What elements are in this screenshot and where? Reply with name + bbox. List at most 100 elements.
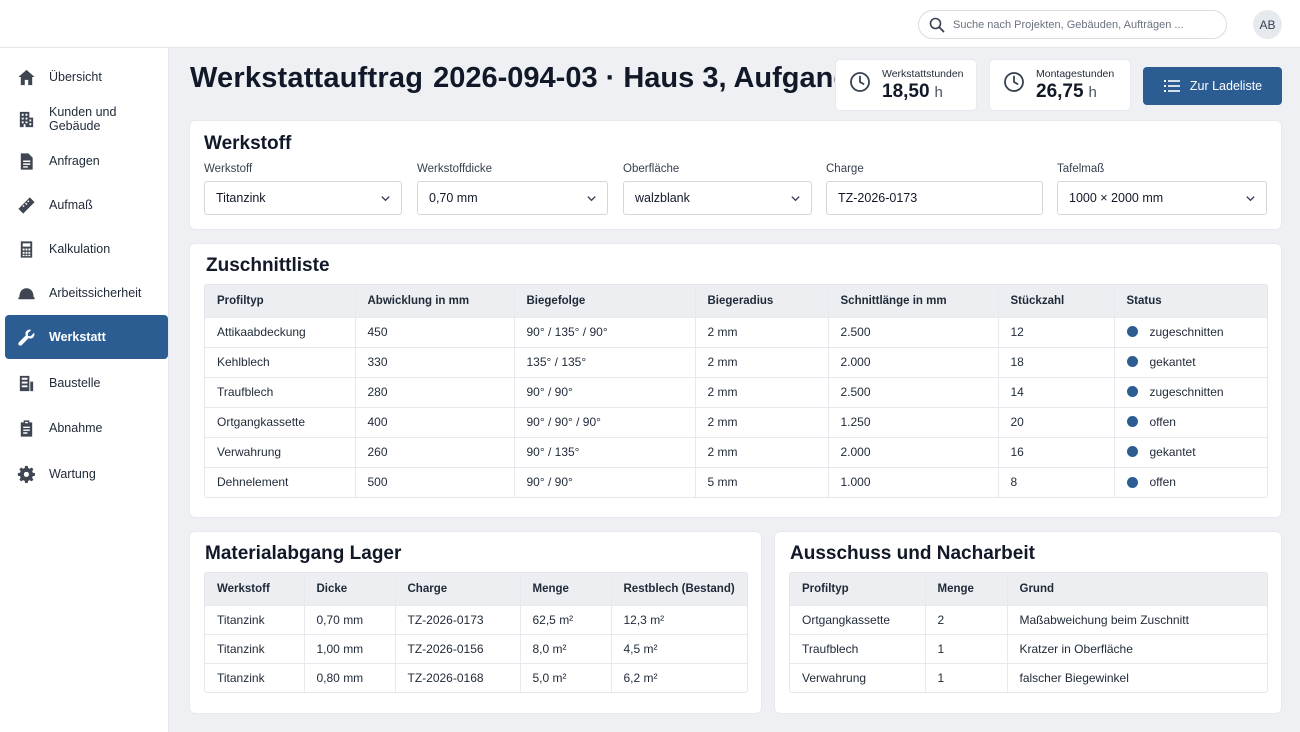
material-title: Werkstoff <box>204 133 292 154</box>
column-header[interactable]: Grund <box>1006 573 1267 605</box>
tafelmass-label: Tafelmaß <box>1057 163 1105 175</box>
table-cell: 8 <box>997 466 1114 497</box>
table-cell: Verwahrung <box>790 662 925 692</box>
list-icon <box>1163 80 1180 92</box>
charge-field[interactable] <box>826 181 1043 215</box>
workshop-hours-value: 18,50 h <box>882 81 943 103</box>
table-row[interactable]: Dehnelement 500 90° / 90° 5 mm 1.000 8 offen <box>205 466 1267 497</box>
table-cell: 20 <box>997 406 1114 437</box>
status-label: gekantet <box>1149 445 1196 459</box>
werkstoff-value: Titanzink <box>216 191 266 205</box>
sidebar-item-kunden[interactable]: Kunden und Gebäude <box>5 97 168 141</box>
column-header[interactable]: Abwicklung in mm <box>354 285 514 317</box>
table-row[interactable]: Traufblech 1 Kratzer in Oberfläche <box>790 633 1267 663</box>
table-row[interactable]: Verwahrung 260 90° / 135° 2 mm 2.000 16 gekant… <box>205 436 1267 467</box>
table-row[interactable]: Ortgangkassette 2 Maßabweichung beim Zusch… <box>790 604 1267 634</box>
table-row[interactable]: Kehlblech 330 135° / 135° 2 mm 2.000 18 gekant… <box>205 346 1267 377</box>
column-header[interactable]: Restblech (Bestand) <box>610 573 747 605</box>
sidebar-item-arbeitssicherheit[interactable]: Arbeitssicherheit <box>5 271 168 315</box>
table-cell: Kratzer in Oberfläche <box>1006 633 1267 663</box>
table-cell: Dehnelement <box>205 466 355 497</box>
column-header[interactable]: Stückzahl <box>997 285 1114 317</box>
oberflaeche-select[interactable]: walzblank <box>623 181 812 215</box>
scrap-table-wrap: Profiltyp Menge Grund Ortgangkassette 2 Ma… <box>789 572 1268 693</box>
load-list-button[interactable]: Zur Ladeliste <box>1143 67 1282 105</box>
cutlist-panel: Zuschnittliste Profiltyp Abwicklung in m… <box>190 244 1281 517</box>
table-cell: 18 <box>997 346 1114 377</box>
table-cell: 62,5 m² <box>519 604 611 634</box>
sidebar-item-abnahme[interactable]: Abnahme <box>5 406 168 450</box>
table-header-row: Profiltyp Abwicklung in mm Biegefolge Bi… <box>205 285 1267 317</box>
dicke-value: 0,70 mm <box>429 191 478 205</box>
column-header[interactable]: Charge <box>394 573 520 605</box>
sidebar-item-label: Werkstatt <box>49 330 106 344</box>
werkstoff-select[interactable]: Titanzink <box>204 181 402 215</box>
table-cell: 500 <box>354 466 514 497</box>
table-row[interactable]: Traufblech 280 90° / 90° 2 mm 2.500 14 zugesch… <box>205 376 1267 407</box>
table-cell: 1,00 mm <box>303 633 395 663</box>
sidebar-item-baustelle[interactable]: Baustelle <box>5 361 168 405</box>
column-header[interactable]: Profiltyp <box>205 285 355 317</box>
table-cell: 6,2 m² <box>610 662 747 692</box>
column-header[interactable]: Menge <box>924 573 1007 605</box>
gear-icon <box>17 465 35 483</box>
table-cell: Titanzink <box>205 662 304 692</box>
table-cell: 2.000 <box>827 436 998 467</box>
table-cell: TZ-2026-0168 <box>394 662 520 692</box>
search-box[interactable] <box>918 10 1227 39</box>
table-cell: 450 <box>354 316 514 347</box>
search-icon <box>929 17 945 32</box>
table-cell: 14 <box>997 376 1114 407</box>
sidebar-item-kalkulation[interactable]: Kalkulation <box>5 227 168 271</box>
dicke-select[interactable]: 0,70 mm <box>417 181 608 215</box>
table-cell: 12,3 m² <box>610 604 747 634</box>
clock-icon <box>850 72 870 92</box>
dicke-label: Werkstoffdicke <box>417 163 492 175</box>
avatar[interactable]: AB <box>1253 10 1282 39</box>
table-row[interactable]: Ortgangkassette 400 90° / 90° / 90° 2 mm 1.2… <box>205 406 1267 437</box>
sidebar-item-label: Baustelle <box>49 376 101 390</box>
column-header[interactable]: Werkstoff <box>205 573 304 605</box>
search-input[interactable] <box>953 18 1213 31</box>
table-row[interactable]: Titanzink 0,70 mm TZ-2026-0173 62,5 m² 12,3 … <box>205 604 747 634</box>
sidebar-item-anfragen[interactable]: Anfragen <box>5 139 168 183</box>
table-cell: 12 <box>997 316 1114 347</box>
sidebar-item-label: Aufmaß <box>49 198 93 212</box>
column-header[interactable]: Status <box>1113 285 1267 317</box>
charge-input[interactable] <box>838 191 1042 205</box>
cutlist-table-wrap: Profiltyp Abwicklung in mm Biegefolge Bi… <box>204 284 1268 498</box>
sidebar-item-werkstatt[interactable]: Werkstatt <box>5 315 168 359</box>
ruler-icon <box>18 196 35 214</box>
table-row[interactable]: Titanzink 0,80 mm TZ-2026-0168 5,0 m² 6,2 m² <box>205 662 747 692</box>
column-header[interactable]: Biegeradius <box>694 285 828 317</box>
table-cell: 135° / 135° <box>513 346 695 377</box>
table-cell: 260 <box>354 436 514 467</box>
oberflaeche-label: Oberfläche <box>623 163 680 175</box>
table-cell: Traufblech <box>790 633 925 663</box>
table-cell: 2.500 <box>827 376 998 407</box>
status-dot-icon <box>1126 476 1138 488</box>
table-cell: 2 mm <box>694 406 828 437</box>
tafelmass-select[interactable]: 1000 × 2000 mm <box>1057 181 1267 215</box>
table-cell: 1 <box>924 633 1007 663</box>
column-header[interactable]: Dicke <box>303 573 395 605</box>
stock-table-wrap: Werkstoff Dicke Charge Menge Restblech (… <box>204 572 748 693</box>
table-header-row: Profiltyp Menge Grund <box>790 573 1267 605</box>
sidebar-item-label: Wartung <box>49 467 96 481</box>
sidebar-item-aufmass[interactable]: Aufmaß <box>5 183 168 227</box>
column-header[interactable]: Profiltyp <box>790 573 925 605</box>
table-row[interactable]: Titanzink 1,00 mm TZ-2026-0156 8,0 m² 4,5 m² <box>205 633 747 663</box>
column-header[interactable]: Schnittlänge in mm <box>827 285 998 317</box>
table-row[interactable]: Attikaabdeckung 450 90° / 135° / 90° 2 mm 2.… <box>205 316 1267 347</box>
load-list-label: Zur Ladeliste <box>1189 79 1263 93</box>
table-cell: gekantet <box>1113 436 1267 467</box>
column-header[interactable]: Biegefolge <box>513 285 695 317</box>
assembly-hours-unit: h <box>1088 84 1097 101</box>
sidebar-item-uebersicht[interactable]: Übersicht <box>5 55 168 99</box>
table-cell: 2 mm <box>694 316 828 347</box>
table-cell: 90° / 90° <box>513 466 695 497</box>
status-label: zugeschnitten <box>1149 325 1224 339</box>
table-row[interactable]: Verwahrung 1 falscher Biegewinkel <box>790 662 1267 692</box>
sidebar-item-wartung[interactable]: Wartung <box>5 452 168 496</box>
column-header[interactable]: Menge <box>519 573 611 605</box>
